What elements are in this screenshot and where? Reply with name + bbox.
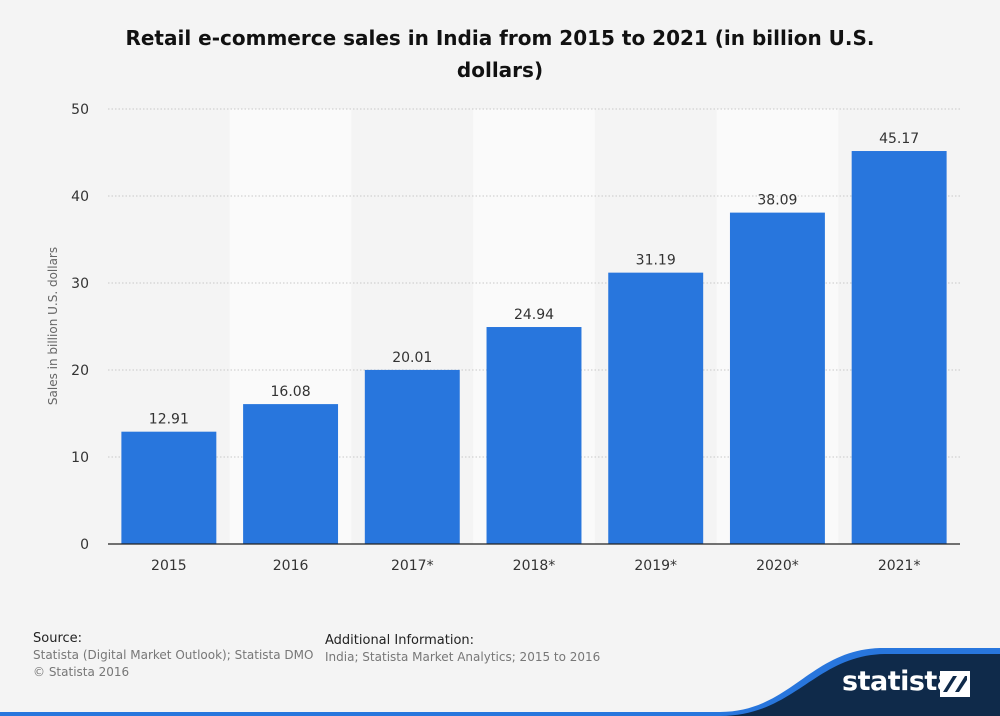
source-heading: Source: xyxy=(33,631,83,646)
bar[interactable] xyxy=(121,431,217,544)
bar[interactable] xyxy=(486,327,582,544)
x-tick-label: 2020* xyxy=(756,558,799,574)
x-tick-label: 2018* xyxy=(513,558,556,574)
x-tick-label: 2016 xyxy=(273,558,309,574)
y-tick-label: 10 xyxy=(71,450,89,466)
bar[interactable] xyxy=(851,151,947,544)
bar-value-label: 20.01 xyxy=(392,350,432,366)
value-labels: 12.91 16.08 20.01 24.94 31.19 38.09 45.17 xyxy=(149,131,919,428)
additional-info-text: India; Statista Market Analytics; 2015 t… xyxy=(325,650,601,664)
bars xyxy=(121,151,947,544)
x-tick-label: 2015 xyxy=(151,558,187,574)
bar[interactable] xyxy=(729,212,825,544)
statista-logo-icon xyxy=(940,671,970,697)
additional-info-heading: Additional Information: xyxy=(325,633,475,648)
y-tick-label: 0 xyxy=(80,537,89,553)
bar-value-label: 45.17 xyxy=(879,131,919,147)
bar[interactable] xyxy=(364,369,460,544)
bar-value-label: 16.08 xyxy=(271,384,311,400)
bar-value-label: 12.91 xyxy=(149,412,189,428)
statista-logo-text[interactable]: statista xyxy=(842,666,955,697)
footer-source: Source: Statista (Digital Market Outlook… xyxy=(33,630,313,681)
x-tick-label: 2019* xyxy=(634,558,677,574)
bar[interactable] xyxy=(608,272,704,544)
y-tick-label: 50 xyxy=(71,102,89,118)
y-tick-labels: 0 10 20 30 40 50 xyxy=(71,102,89,553)
bar-value-label: 31.19 xyxy=(636,253,676,269)
y-tick-label: 20 xyxy=(71,363,89,379)
chart-title: Retail e-commerce sales in India from 20… xyxy=(125,26,875,82)
x-tick-label: 2021* xyxy=(878,558,921,574)
bar-value-label: 24.94 xyxy=(514,307,554,323)
x-tick-labels: 2015 2016 2017* 2018* 2019* 2020* 2021* xyxy=(151,558,920,574)
bar-value-label: 38.09 xyxy=(757,193,797,209)
y-tick-label: 40 xyxy=(71,189,89,205)
footer-additional-info: Additional Information: India; Statista … xyxy=(325,632,600,666)
copyright-text: © Statista 2016 xyxy=(33,665,130,679)
bar[interactable] xyxy=(243,404,339,544)
source-text: Statista (Digital Market Outlook); Stati… xyxy=(33,648,314,662)
x-tick-label: 2017* xyxy=(391,558,434,574)
y-tick-label: 30 xyxy=(71,276,89,292)
y-axis-label: Sales in billion U.S. dollars xyxy=(46,247,60,405)
